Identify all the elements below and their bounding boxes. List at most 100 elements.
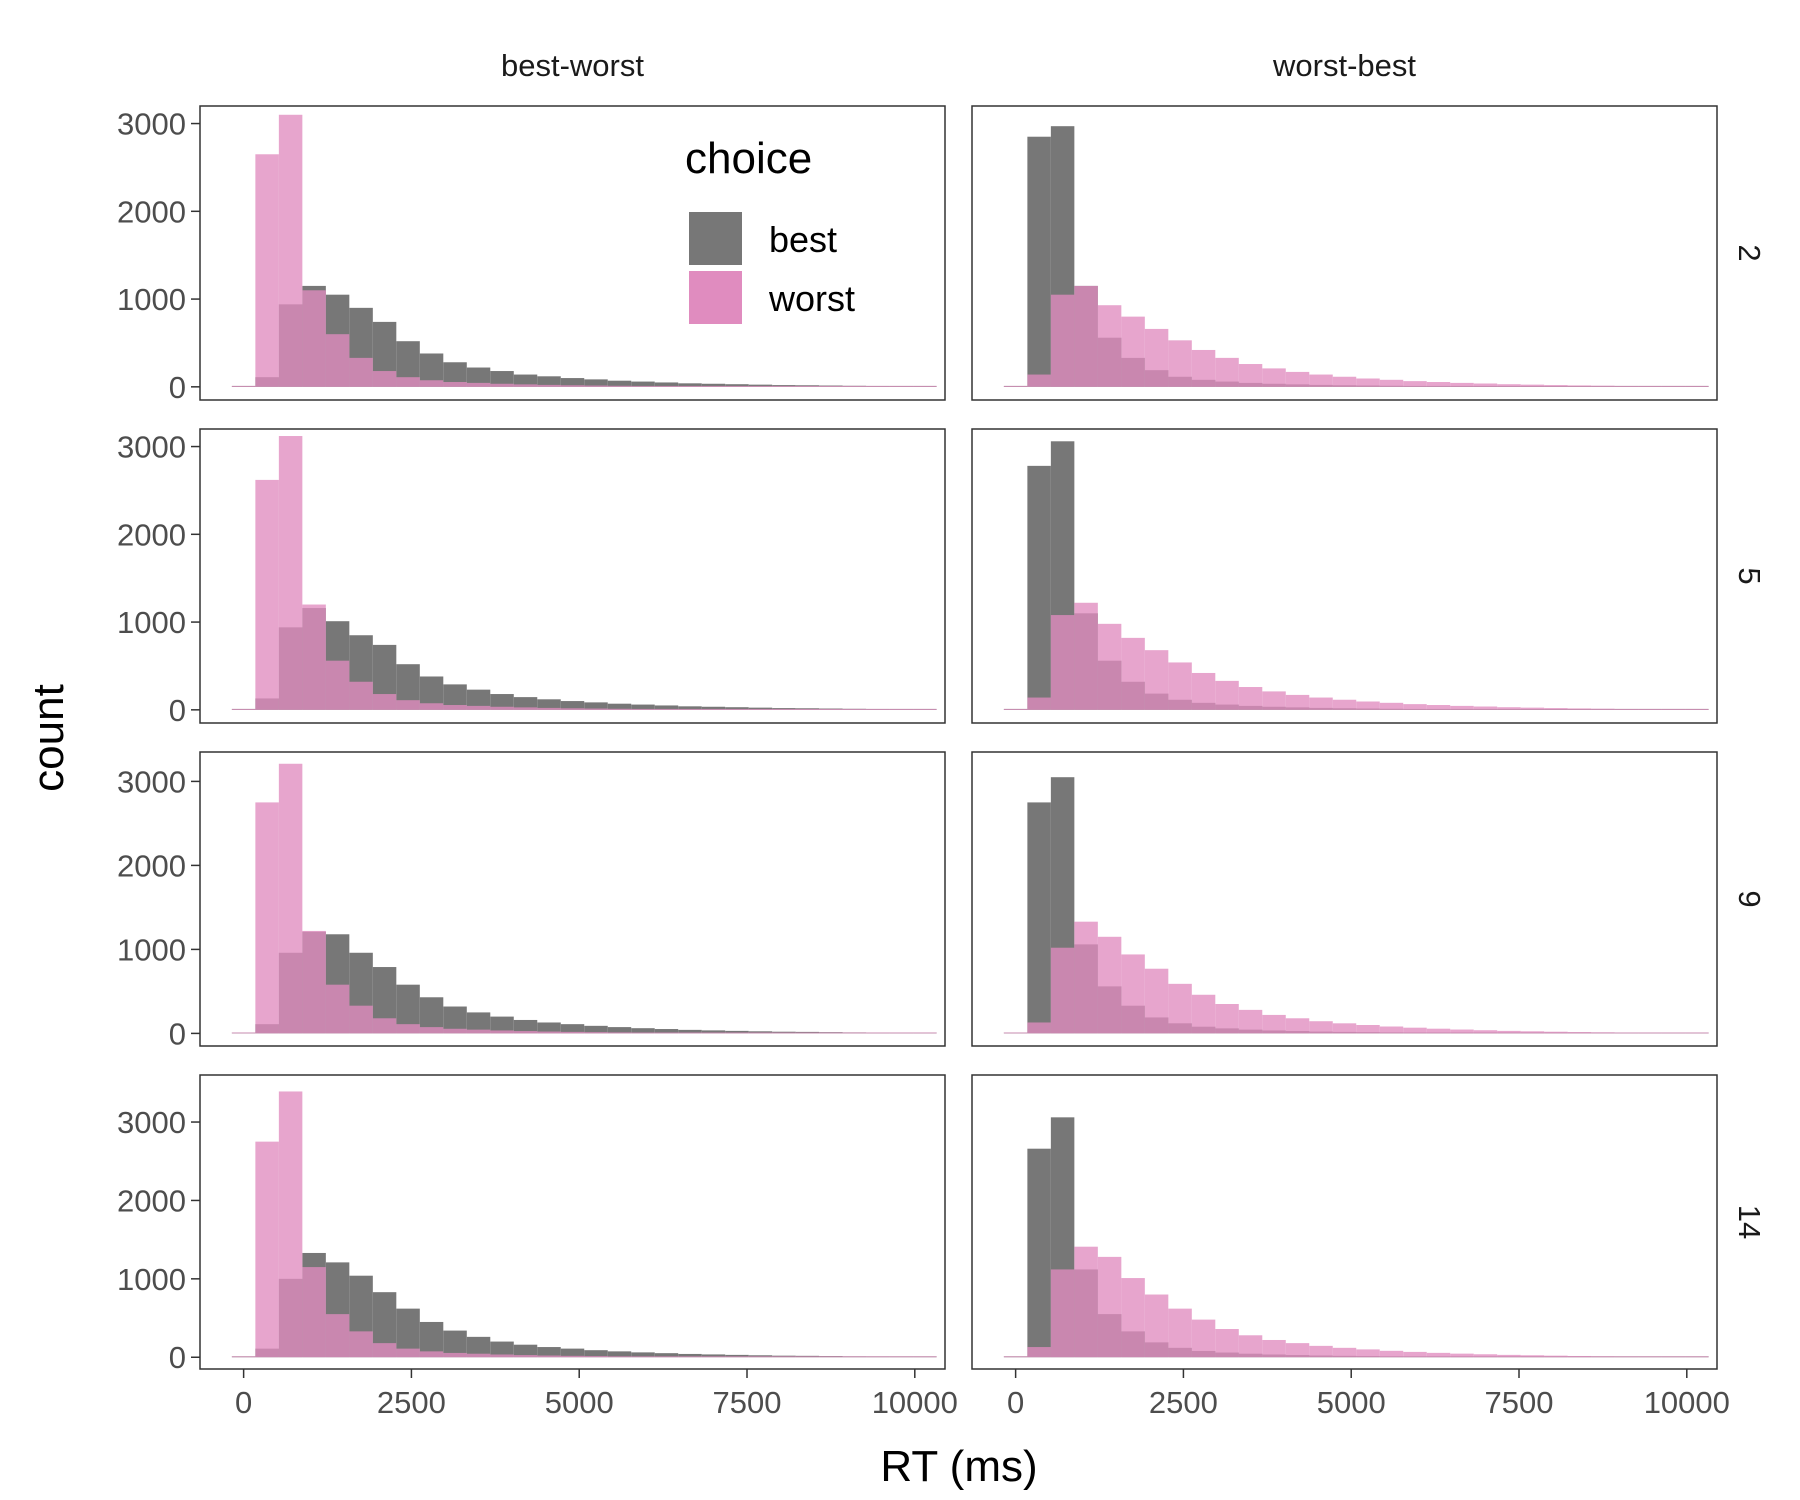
histogram-bar-worst [748,1032,773,1034]
histogram-bar-worst [1097,936,1122,1034]
histogram-bar-best [443,1006,467,1034]
histogram-bar-worst [1191,349,1216,387]
histogram-bar-worst [1685,1032,1709,1034]
histogram-bar-worst [725,1356,749,1358]
histogram-bar-worst [1614,1356,1639,1358]
series-worst-worst-best-14 [1003,1246,1709,1358]
histogram-bar-best [678,383,702,387]
histogram-bar-worst [1638,1032,1662,1034]
histogram-bar-worst [1426,382,1451,387]
panel-border [199,1074,946,1370]
histogram-bar-worst [419,1351,444,1358]
histogram-bar-worst [278,1091,303,1358]
histogram-bar-worst [1685,1356,1709,1358]
histogram-bar-worst [584,1032,608,1034]
panel-best-worst-5: 0 1000 2000 3000 [117,428,946,728]
histogram-bar-best [725,384,749,387]
histogram-bar-worst [419,380,444,387]
histogram-bar-worst [1121,954,1145,1034]
histogram-bar-worst [1262,691,1286,710]
histogram-bar-worst [513,1355,538,1358]
histogram-bar-worst [1473,383,1498,387]
histogram-bar-worst [1591,708,1615,710]
histogram-bar-best [654,1029,679,1034]
histogram-bar-worst [842,708,867,710]
histogram-bar-best [631,381,655,387]
histogram-bar-worst [1215,1004,1239,1034]
column-strip-label: worst-best [1272,48,1416,83]
histogram-bar-worst [1097,305,1122,387]
histogram-bar-worst [1379,1350,1404,1358]
histogram-bar-worst [748,708,773,710]
histogram-bar-worst [1332,376,1357,387]
histogram-bar-worst [889,708,914,710]
histogram-bar-worst [490,706,514,710]
histogram-bar-worst [1403,1027,1427,1034]
histogram-bar-best [654,705,679,710]
histogram-bar-worst [913,1356,937,1358]
histogram-bar-best [466,1012,491,1034]
histogram-bar-best [725,707,749,710]
histogram-bar-worst [772,1356,796,1358]
histogram-bar-best [631,1028,655,1034]
histogram-bar-worst [1003,385,1028,387]
x-tick-label: 2500 [1149,1385,1218,1420]
histogram-bar-worst [819,1032,843,1034]
histogram-bar-worst [1003,1356,1028,1358]
y-tick-label: 1000 [117,282,186,317]
series-worst-worst-best-9 [1003,921,1709,1034]
y-tick-label: 3000 [117,1105,186,1140]
histogram-bar-worst [325,984,350,1034]
histogram-bar-worst [1215,357,1239,387]
histogram-bar-worst [443,1352,467,1358]
histogram-bar-worst [1121,316,1145,387]
y-tick-label: 2000 [117,848,186,883]
histogram-bar-worst [1661,1356,1686,1358]
panel-worst-best-5: 5 [971,428,1767,724]
histogram-bar-worst [1191,994,1216,1034]
histogram-bar-worst [1450,1353,1474,1358]
histogram-bar-best [537,1022,561,1034]
histogram-bar-worst [866,1356,890,1358]
histogram-bar-worst [772,385,796,387]
histogram-bar-worst [1262,368,1286,387]
histogram-bar-worst [1473,706,1498,710]
histogram-bar-worst [1685,385,1709,387]
panel-best-worst-9: 0 1000 2000 3000 [117,751,946,1051]
series-worst-worst-best-2 [1003,285,1709,387]
y-axis-title: count [24,684,73,792]
x-tick-label: 7500 [713,1385,782,1420]
histogram-bar-worst [1685,708,1709,710]
histogram-bar-worst [1544,385,1568,387]
histogram-bar-worst [443,382,467,387]
panel-border [199,105,946,401]
y-tick-label: 3000 [117,107,186,142]
histogram-bar-worst [1426,705,1451,710]
x-tick-label: 5000 [1317,1385,1386,1420]
histogram-bar-best [584,1025,608,1034]
series-worst-best-worst-9 [231,763,937,1034]
histogram-bar-worst [842,385,867,387]
histogram-bar-best [490,694,514,710]
histogram-bar-worst [889,385,914,387]
x-axis-title: RT (ms) [880,1442,1037,1491]
legend-swatch-worst [689,271,742,324]
histogram-bar-best [1027,136,1051,387]
histogram-bar-worst [819,708,843,710]
histogram-bar-worst [1356,701,1380,710]
y-tick-label: 1000 [117,605,186,640]
histogram-bar-worst [1168,983,1192,1034]
panel-border [971,751,1718,1047]
histogram-bar-best [725,1354,749,1358]
histogram-bar-worst [231,708,256,710]
y-tick-label: 3000 [117,430,186,465]
histogram-bar-worst [1285,1018,1310,1034]
histogram-bar-worst [678,1032,702,1034]
legend-label-best: best [769,219,837,260]
histogram-bar-worst [654,1356,679,1358]
x-tick-label: 10000 [872,1385,958,1420]
histogram-bar-best [396,1308,420,1358]
histogram-bar-worst [278,436,303,710]
series-worst-worst-best-5 [1003,602,1709,710]
histogram-bar-worst [678,385,702,387]
